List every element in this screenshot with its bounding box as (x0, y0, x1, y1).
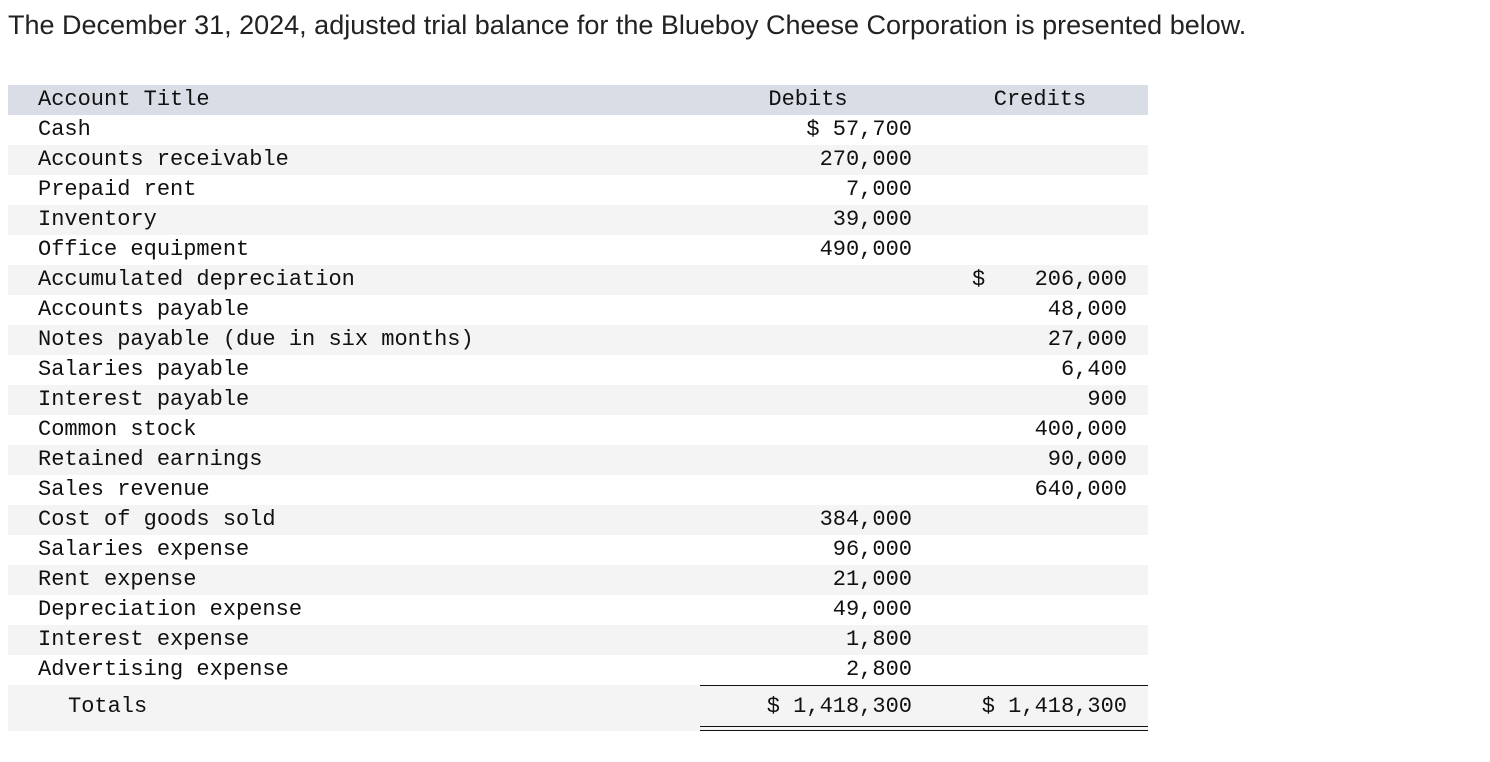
table-row: Inventory 39,000 (8, 205, 1148, 235)
table-row: Salaries payable 6,400 (8, 355, 1148, 385)
table-row: Salaries expense 96,000 (8, 535, 1148, 565)
debit-amount: 270,000 (819, 147, 912, 172)
debit-amount: 490,000 (819, 237, 912, 262)
table-row: Accumulated depreciation $ 206,000 (8, 265, 1148, 295)
account-title: Interest payable (38, 387, 250, 412)
account-title: Inventory (38, 207, 157, 232)
account-title: Cash (38, 117, 91, 142)
credit-amount: 206,000 (1034, 267, 1127, 292)
intro-text: The December 31, 2024, adjusted trial ba… (8, 10, 1247, 40)
table-row: Sales revenue 640,000 (8, 475, 1148, 505)
table-row: Accounts receivable 270,000 (8, 145, 1148, 175)
credit-amount: 400,000 (1034, 417, 1127, 442)
account-title: Sales revenue (38, 477, 210, 502)
table-row: Advertising expense 2,800 (8, 655, 1148, 685)
header-account-title: Account Title (38, 87, 210, 112)
debit-amount: $ 57,700 (806, 117, 912, 142)
table-row: Interest payable 900 (8, 385, 1148, 415)
debit-amount: 39,000 (832, 207, 912, 232)
credit-amount: 48,000 (1047, 297, 1127, 322)
debit-amount: 21,000 (832, 567, 912, 592)
table-row: Office equipment 490,000 (8, 235, 1148, 265)
totals-double-rule (700, 726, 1148, 731)
table-header-row: Account Title Debits Credits (8, 85, 1148, 115)
table-row: Common stock 400,000 (8, 415, 1148, 445)
account-title: Depreciation expense (38, 597, 303, 622)
account-title: Interest expense (38, 627, 250, 652)
account-title: Salaries payable (38, 357, 250, 382)
account-title: Retained earnings (38, 447, 263, 472)
account-title: Rent expense (38, 567, 197, 592)
table-row: Rent expense 21,000 (8, 565, 1148, 595)
account-title: Accounts payable (38, 297, 250, 322)
account-title: Accounts receivable (38, 147, 289, 172)
totals-row: Totals $ 1,418,300 $ 1,418,300 (8, 685, 1148, 731)
table-row: Interest expense 1,800 (8, 625, 1148, 655)
credit-amount: 27,000 (1047, 327, 1127, 352)
debit-amount: 7,000 (845, 177, 912, 202)
credit-amount: 90,000 (1047, 447, 1127, 472)
credit-amount: 6,400 (1060, 357, 1127, 382)
totals-single-rule (700, 685, 1148, 686)
account-title: Cost of goods sold (38, 507, 276, 532)
table-row: Cost of goods sold 384,000 (8, 505, 1148, 535)
debit-amount: 2,800 (845, 657, 912, 682)
account-title: Common stock (38, 417, 197, 442)
header-debits: Debits (768, 87, 848, 112)
table-row: Accounts payable 48,000 (8, 295, 1148, 325)
table-row: Notes payable (due in six months) 27,000 (8, 325, 1148, 355)
account-title: Salaries expense (38, 537, 250, 562)
table-row: Retained earnings 90,000 (8, 445, 1148, 475)
total-credits: $ 1,418,300 (981, 694, 1127, 719)
totals-label: Totals (68, 694, 148, 719)
table-row: Depreciation expense 49,000 (8, 595, 1148, 625)
debit-amount: 1,800 (845, 627, 912, 652)
debit-amount: 49,000 (832, 597, 912, 622)
credit-dollar-sign: $ (972, 267, 986, 292)
total-debits: $ 1,418,300 (766, 694, 912, 719)
header-credits: Credits (993, 87, 1087, 112)
account-title: Prepaid rent (38, 177, 197, 202)
account-title: Accumulated depreciation (38, 267, 355, 292)
account-title: Office equipment (38, 237, 250, 262)
debit-amount: 96,000 (832, 537, 912, 562)
table-row: Prepaid rent 7,000 (8, 175, 1148, 205)
trial-balance-table: Account Title Debits Credits Cash $ 57,7… (8, 85, 1148, 731)
account-title: Advertising expense (38, 657, 289, 682)
table-row: Cash $ 57,700 (8, 115, 1148, 145)
account-title: Notes payable (due in six months) (38, 327, 474, 352)
credit-amount: 640,000 (1034, 477, 1127, 502)
debit-amount: 384,000 (819, 507, 912, 532)
credit-amount: 900 (1087, 387, 1127, 412)
